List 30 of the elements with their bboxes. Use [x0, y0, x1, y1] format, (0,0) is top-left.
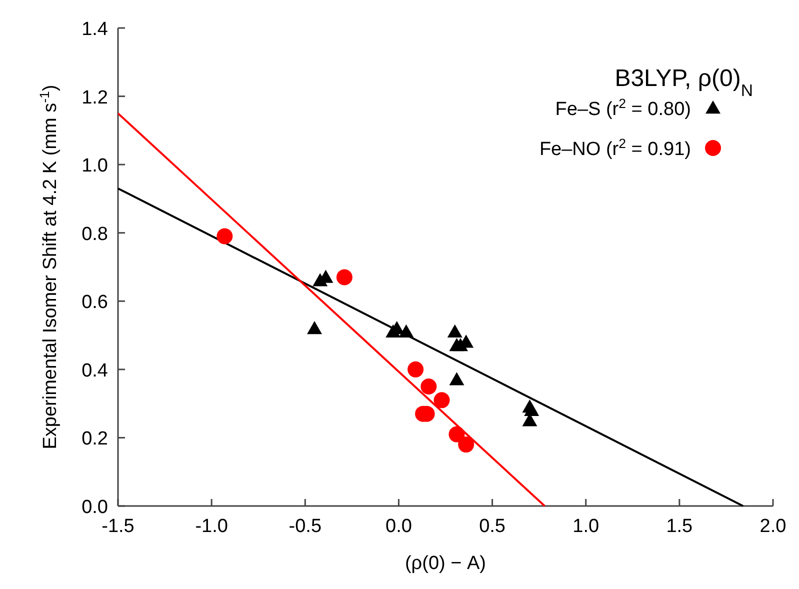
point	[216, 228, 233, 244]
point	[458, 436, 474, 453]
point	[524, 402, 540, 416]
x-tick-label: -1.0	[195, 516, 228, 537]
point	[398, 324, 414, 338]
point	[448, 426, 465, 442]
point	[434, 392, 450, 408]
point	[408, 361, 424, 378]
y-tick-label: 0.2	[82, 428, 108, 450]
x-tick-label: -1.5	[102, 516, 134, 537]
y-tick-label: 1.2	[82, 87, 108, 108]
point	[420, 378, 437, 394]
x-tick-label: 0.5	[479, 516, 506, 537]
x-tick-label: 2.0	[760, 516, 786, 537]
x-axis-title: (ρ(0) − A)	[404, 553, 486, 574]
point	[336, 269, 352, 286]
y-tick-label: 0.8	[82, 224, 108, 245]
x-tick-label: -0.5	[288, 516, 322, 537]
y-tick-label: 0.6	[82, 292, 108, 314]
x-tick-label: 0.0	[386, 516, 412, 537]
legend-label: Fe–NO (r$^{2}$ = 0.91)	[539, 136, 691, 160]
y-tick-label: 0.0	[82, 497, 108, 518]
x-tick-label: 1.5	[666, 516, 693, 537]
point	[307, 320, 322, 334]
point	[449, 372, 464, 386]
y-tick-label: 0.4	[82, 360, 108, 382]
y-tick-label: 1.4	[82, 19, 108, 40]
x-tick-label: 1.0	[572, 516, 600, 537]
y-tick-label: 1.0	[82, 156, 108, 177]
point	[447, 324, 462, 338]
